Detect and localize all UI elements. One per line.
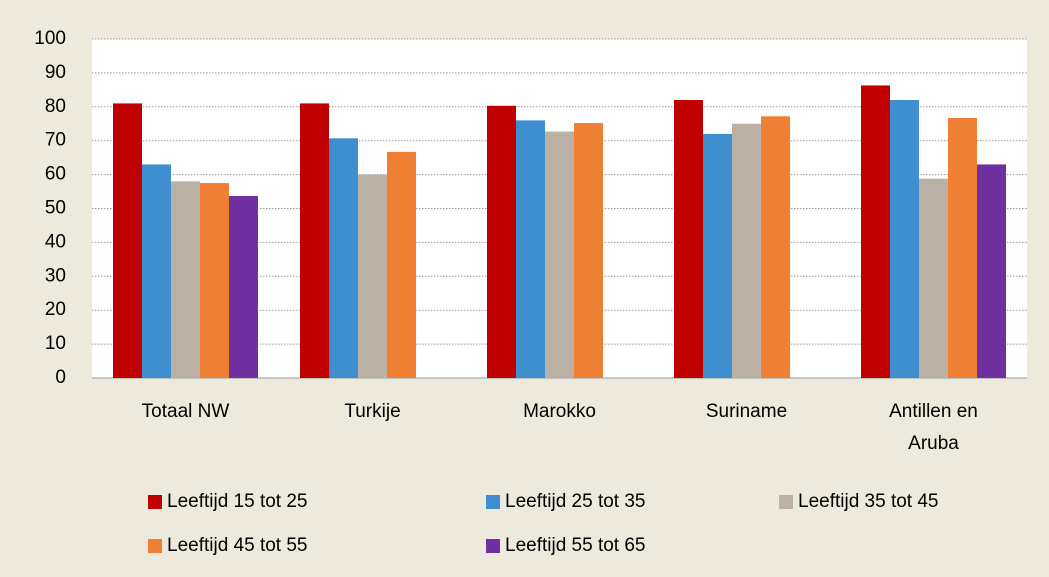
y-tick-label: 40 <box>45 231 66 252</box>
bar <box>387 151 416 378</box>
bar <box>329 138 358 378</box>
bar <box>574 123 603 379</box>
legend-swatch <box>148 495 162 509</box>
bar <box>732 123 761 378</box>
y-tick-label: 10 <box>45 333 66 354</box>
y-tick-label: 80 <box>45 96 66 117</box>
y-tick-label: 20 <box>45 299 66 320</box>
y-tick-label: 70 <box>45 130 66 151</box>
bar <box>703 133 732 378</box>
legend-label: Leeftijd 25 tot 35 <box>505 491 646 512</box>
x-tick-label: Totaal NW <box>142 401 230 422</box>
legend-label: Leeftijd 45 tot 55 <box>167 535 308 556</box>
legend-swatch <box>486 539 500 553</box>
bar <box>516 120 545 379</box>
bar <box>171 181 200 378</box>
legend-swatch <box>779 495 793 509</box>
bar <box>890 100 919 379</box>
bar <box>674 100 703 379</box>
x-tick-label: Marokko <box>523 401 596 422</box>
bar <box>113 103 142 378</box>
bar <box>300 103 329 378</box>
bar <box>977 164 1006 378</box>
bar <box>761 116 790 379</box>
y-tick-label: 30 <box>45 265 66 286</box>
bar <box>919 178 948 378</box>
bar <box>487 105 516 379</box>
legend-label: Leeftijd 15 tot 25 <box>167 491 308 512</box>
x-tick-label: Antillen en Aruba <box>889 401 978 454</box>
legend-swatch <box>148 539 162 553</box>
bar <box>358 174 387 378</box>
y-tick-label: 50 <box>45 198 66 219</box>
legend-swatch <box>486 495 500 509</box>
y-tick-label: 60 <box>45 164 66 185</box>
bar <box>200 183 229 378</box>
x-tick-label: Turkije <box>344 401 400 422</box>
y-tick-label: 0 <box>55 367 66 388</box>
bar <box>861 85 890 379</box>
legend-label: Leeftijd 35 tot 45 <box>798 491 939 512</box>
bar <box>545 131 574 378</box>
y-tick-label: 100 <box>34 28 66 49</box>
bar <box>229 195 258 378</box>
y-tick-label: 90 <box>45 62 66 83</box>
legend-label: Leeftijd 55 tot 65 <box>505 535 646 556</box>
bar <box>142 164 171 378</box>
x-tick-label: Suriname <box>706 401 787 422</box>
bar <box>948 117 977 378</box>
